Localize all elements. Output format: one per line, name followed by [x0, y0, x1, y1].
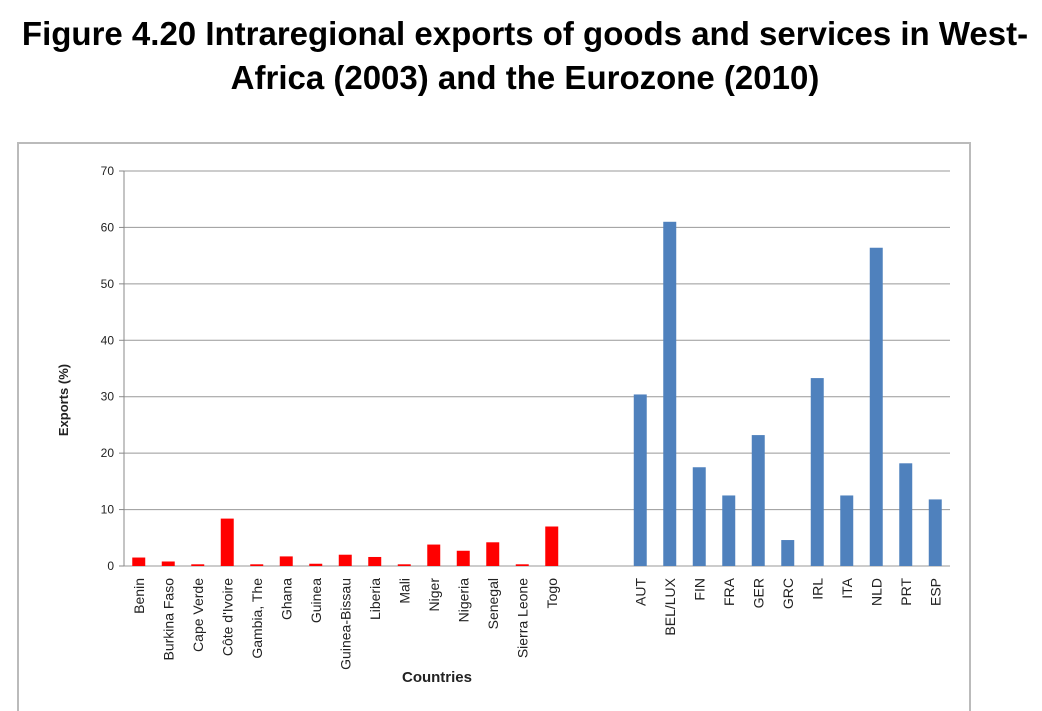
bar: [191, 564, 205, 566]
x-tick-label: Liberia: [367, 578, 383, 620]
bar: [250, 564, 264, 566]
x-tick-label: Senegal: [485, 578, 501, 629]
bar: [869, 247, 883, 566]
bar: [899, 463, 913, 566]
bar: [515, 564, 529, 566]
bar: [840, 495, 854, 566]
x-tick-label: Cape Verde: [190, 578, 206, 652]
bar: [132, 557, 146, 566]
chart-title: Figure 4.20 Intraregional exports of goo…: [21, 15, 1029, 96]
bar: [427, 544, 441, 566]
y-tick-label: 20: [101, 446, 115, 460]
x-tick-label: GRC: [780, 578, 796, 609]
x-tick-label: PRT: [898, 578, 914, 606]
x-tick-label: Guinea: [308, 578, 324, 623]
bar: [692, 467, 706, 566]
x-tick-label: Togo: [544, 578, 560, 609]
bar: [781, 540, 795, 566]
y-axis-label: Exports (%): [56, 364, 71, 436]
bar: [751, 435, 765, 566]
x-tick-label: AUT: [632, 578, 648, 606]
x-tick-label: ESP: [927, 578, 943, 606]
x-tick-label: Ghana: [278, 578, 294, 620]
x-tick-label: IRL: [809, 578, 825, 600]
chart-frame: [17, 142, 971, 711]
bar: [161, 561, 175, 566]
bar: [220, 518, 234, 566]
x-tick-label: Gambia, The: [249, 578, 265, 659]
bar: [368, 556, 382, 566]
bar: [722, 495, 736, 566]
y-tick-label: 70: [101, 164, 115, 178]
x-tick-label: BEL/LUX: [662, 577, 678, 635]
y-tick-label: 10: [101, 503, 115, 517]
bar: [456, 550, 470, 566]
bar: [397, 564, 411, 566]
x-tick-label: Nigeria: [455, 578, 471, 623]
x-tick-label: FIN: [691, 578, 707, 601]
y-tick-label: 0: [107, 559, 114, 573]
bar: [928, 499, 942, 566]
bar: [663, 221, 677, 567]
bar: [810, 378, 824, 566]
x-tick-label: ITA: [839, 577, 855, 598]
x-axis-label: Countries: [402, 669, 472, 686]
bar: [338, 554, 352, 566]
bar: [309, 563, 323, 566]
bar: [545, 526, 559, 566]
x-tick-label: NLD: [868, 578, 884, 606]
x-tick-label: Sierra Leone: [514, 578, 530, 658]
x-tick-label: GER: [750, 578, 766, 608]
y-tick-label: 50: [101, 277, 115, 291]
x-tick-label: Burkina Faso: [160, 578, 176, 661]
x-tick-label: FRA: [721, 577, 737, 606]
y-tick-label: 60: [101, 220, 115, 234]
bar: [486, 542, 500, 566]
y-tick-label: 30: [101, 390, 115, 404]
x-tick-label: Mali: [396, 578, 412, 604]
x-tick-label: Niger: [426, 578, 442, 612]
bar: [279, 556, 293, 566]
x-tick-label: Benin: [131, 578, 147, 614]
x-tick-label: Guinea-Bissau: [337, 578, 353, 670]
bar: [633, 394, 647, 566]
x-tick-label: Côte d'Ivoire: [219, 578, 235, 656]
y-tick-label: 40: [101, 333, 115, 347]
